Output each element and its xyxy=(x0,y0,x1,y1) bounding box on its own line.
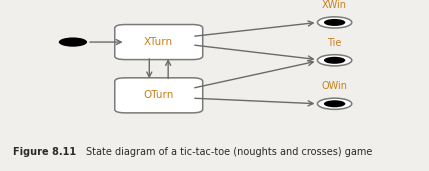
Circle shape xyxy=(59,37,87,47)
Circle shape xyxy=(317,17,352,28)
Circle shape xyxy=(324,19,345,26)
Circle shape xyxy=(317,98,352,109)
FancyBboxPatch shape xyxy=(115,78,202,113)
Text: Figure 8.11: Figure 8.11 xyxy=(13,147,76,157)
Circle shape xyxy=(324,57,345,64)
Text: XWin: XWin xyxy=(322,0,347,10)
Text: State diagram of a tic-tac-toe (noughts and crosses) game: State diagram of a tic-tac-toe (noughts … xyxy=(86,147,372,157)
Text: XTurn: XTurn xyxy=(144,37,173,47)
Text: Tie: Tie xyxy=(327,38,342,48)
Text: OTurn: OTurn xyxy=(144,90,174,100)
Circle shape xyxy=(324,100,345,107)
Circle shape xyxy=(317,55,352,66)
FancyBboxPatch shape xyxy=(115,25,202,60)
Text: OWin: OWin xyxy=(322,81,347,91)
